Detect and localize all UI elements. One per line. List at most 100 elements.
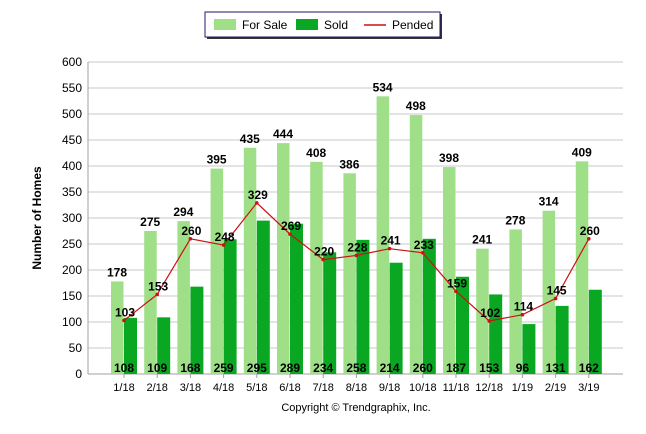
pended-data-label: 159 — [447, 276, 467, 290]
for-sale-bar — [310, 161, 323, 374]
pended-point — [487, 319, 492, 323]
for-sale-data-label: 435 — [240, 132, 260, 146]
sold-bar — [422, 238, 436, 374]
for-sale-data-label: 398 — [439, 151, 459, 165]
sold-data-label: 259 — [214, 361, 234, 375]
sold-data-label: 260 — [413, 361, 433, 375]
sold-bar — [356, 239, 370, 374]
for-sale-bar — [575, 161, 589, 374]
pended-point — [155, 292, 159, 297]
sold-bar — [489, 294, 503, 374]
pended-data-label: 103 — [115, 305, 135, 319]
y-tick-label: 100 — [62, 315, 82, 329]
for-sale-bar — [476, 248, 489, 374]
pended-data-label: 102 — [480, 306, 500, 320]
for-sale-bar — [443, 167, 456, 374]
for-sale-bar — [409, 115, 423, 374]
x-tick-label: 3/19 — [578, 382, 599, 394]
sold-data-label: 109 — [147, 361, 167, 375]
pended-point — [587, 237, 591, 241]
x-tick-label: 6/18 — [279, 382, 300, 394]
pended-point — [354, 253, 359, 258]
sold-data-label: 258 — [346, 361, 366, 375]
for-sale-bar — [243, 147, 257, 374]
legend-label: For Sale — [242, 18, 288, 32]
x-tick-label: 5/18 — [246, 382, 267, 394]
pended-point — [421, 251, 425, 255]
sold-bar — [223, 239, 237, 374]
pended-data-label: 233 — [414, 238, 434, 252]
pended-data-label: 329 — [248, 188, 268, 202]
y-tick-label: 250 — [62, 237, 82, 251]
for-sale-bar — [177, 221, 190, 374]
sold-bar — [555, 305, 569, 374]
sold-bar — [290, 223, 303, 374]
sold-data-label: 168 — [180, 361, 200, 375]
sold-bar — [157, 317, 171, 374]
y-tick-label: 450 — [62, 133, 82, 147]
sold-bar — [588, 289, 602, 374]
sold-data-label: 108 — [114, 361, 134, 375]
sold-bar — [389, 262, 403, 374]
sold-bar — [190, 286, 204, 374]
for-sale-bar — [144, 231, 157, 374]
sold-bar — [124, 317, 137, 374]
pended-point — [122, 318, 126, 323]
y-tick-label: 350 — [62, 185, 82, 199]
for-sale-bar — [343, 173, 356, 374]
pended-point — [520, 312, 525, 317]
legend-label: Sold — [324, 18, 348, 32]
legend-label: Pended — [392, 18, 433, 32]
for-sale-data-label: 278 — [505, 213, 525, 227]
for-sale-bar — [509, 229, 522, 374]
pended-point — [321, 257, 326, 262]
x-tick-label: 1/18 — [113, 382, 134, 394]
pended-point — [387, 246, 392, 251]
sold-data-label: 153 — [479, 361, 499, 375]
for-sale-data-label: 444 — [273, 127, 293, 141]
sold-data-label: 295 — [247, 361, 267, 375]
pended-data-label: 260 — [580, 224, 600, 238]
for-sale-data-label: 314 — [539, 195, 559, 209]
for-sale-bar — [210, 168, 224, 374]
pended-data-label: 269 — [281, 219, 301, 233]
pended-point — [553, 296, 558, 301]
y-axis-title: Number of Homes — [30, 166, 44, 270]
y-tick-label: 50 — [69, 341, 83, 355]
sold-bar — [323, 252, 337, 374]
for-sale-data-label: 534 — [373, 80, 393, 94]
x-tick-label: 4/18 — [213, 382, 234, 394]
pended-data-label: 220 — [314, 245, 334, 259]
x-tick-label: 12/18 — [475, 382, 503, 394]
sold-bar — [256, 220, 270, 374]
x-tick-label: 2/19 — [545, 382, 566, 394]
pended-data-label: 114 — [514, 300, 534, 314]
pended-point — [454, 289, 458, 294]
for-sale-data-label: 498 — [406, 99, 426, 113]
for-sale-data-label: 178 — [107, 265, 127, 279]
y-tick-label: 200 — [62, 263, 82, 277]
legend-box — [204, 11, 441, 38]
x-tick-label: 9/18 — [379, 382, 400, 394]
legend-swatch-1 — [296, 19, 318, 30]
pended-data-label: 241 — [381, 234, 401, 248]
y-tick-label: 150 — [62, 289, 82, 303]
for-sale-bar — [376, 96, 390, 374]
legend-swatch-0 — [214, 19, 236, 30]
pended-point — [221, 243, 226, 247]
pended-point — [188, 237, 193, 241]
y-tick-label: 550 — [62, 81, 82, 95]
y-tick-label: 300 — [62, 211, 82, 225]
for-sale-data-label: 395 — [207, 153, 227, 167]
for-sale-data-label: 408 — [306, 146, 326, 160]
for-sale-bar — [542, 210, 556, 374]
pended-data-label: 248 — [215, 230, 235, 244]
pended-data-label: 153 — [148, 279, 168, 293]
x-tick-label: 3/18 — [180, 382, 201, 394]
sold-data-label: 131 — [546, 361, 566, 375]
pended-point — [288, 232, 292, 236]
copyright-text: Copyright © Trendgraphix, Inc. — [281, 402, 431, 414]
x-tick-label: 11/18 — [443, 382, 470, 394]
x-tick-label: 7/18 — [312, 382, 333, 394]
